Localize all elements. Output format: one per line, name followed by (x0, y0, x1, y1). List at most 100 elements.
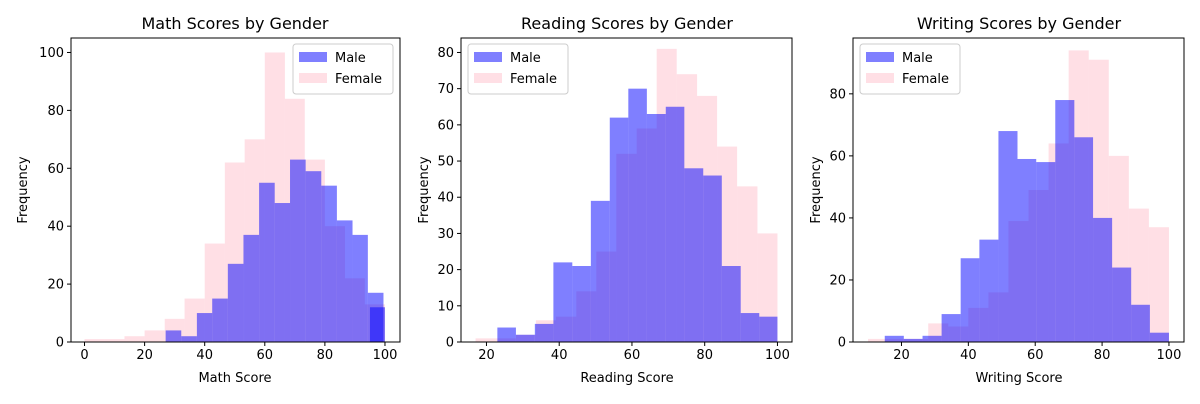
histogram-bar (646, 114, 666, 342)
histogram-bar (998, 131, 1018, 342)
legend-swatch (474, 52, 502, 62)
histogram-bar (352, 234, 368, 342)
histogram-bar (336, 220, 353, 342)
histogram-bar (759, 316, 778, 342)
y-axis-label: Frequency (417, 156, 432, 223)
x-tick-label: 100 (765, 348, 790, 363)
legend-swatch (866, 52, 894, 62)
histogram-bar (665, 106, 685, 342)
histogram-bar (104, 339, 125, 342)
histogram-bar (737, 186, 758, 342)
y-tick-label: 20 (437, 263, 454, 278)
x-tick-label: 100 (1157, 348, 1182, 363)
legend-swatch (474, 73, 502, 83)
y-tick-label: 20 (829, 273, 846, 288)
x-tick-label: 60 (624, 348, 641, 363)
legend-label: Female (902, 72, 949, 87)
histogram-bar (165, 330, 182, 342)
y-tick-label: 60 (829, 149, 846, 164)
histogram-bar (1017, 158, 1037, 342)
y-axis-label: Frequency (16, 156, 31, 223)
legend-label: Female (335, 72, 382, 87)
x-tick-label: 80 (696, 348, 713, 363)
histogram-bar (321, 185, 337, 342)
histogram-bar (572, 266, 591, 342)
y-tick-label: 40 (47, 220, 64, 235)
x-tick-label: 40 (551, 348, 568, 363)
y-tick-label: 0 (56, 336, 64, 351)
histogram-bar (922, 335, 942, 342)
histogram-bar (196, 313, 213, 342)
x-tick-label: 100 (373, 348, 398, 363)
histogram-bar (684, 168, 704, 342)
y-tick-label: 0 (446, 336, 454, 351)
histogram-bar (1112, 267, 1132, 342)
histogram-bar (868, 338, 889, 342)
histogram-bar (1074, 137, 1094, 342)
x-tick-label: 60 (1027, 348, 1044, 363)
legend-label: Male (335, 51, 366, 66)
histogram-bar (590, 200, 610, 342)
y-tick-label: 80 (47, 104, 64, 119)
histogram-bar (274, 203, 291, 342)
histogram-bar (703, 175, 722, 342)
histogram-bar (740, 313, 760, 342)
panel-writing: Writing Scores by Gender Writing Score F… (809, 14, 1185, 386)
legend: Male Female (467, 43, 569, 95)
legend: Male Female (292, 43, 394, 95)
x-tick-label: 20 (893, 348, 910, 363)
y-tick-label: 10 (437, 299, 454, 314)
x-tick-label: 80 (317, 348, 334, 363)
plot-frame (460, 37, 793, 343)
x-axis-label: Math Score (198, 371, 271, 386)
legend-label: Female (510, 72, 557, 87)
histogram-bar (1093, 217, 1113, 342)
y-tick-label: 0 (838, 336, 846, 351)
chart-title: Writing Scores by Gender (917, 14, 1122, 33)
histogram-bar (553, 262, 573, 342)
x-tick-label: 40 (960, 348, 977, 363)
histogram-bar (960, 258, 980, 342)
chart-title: Reading Scores by Gender (521, 14, 733, 33)
x-axis-label: Reading Score (580, 371, 673, 386)
histogram-bar (84, 339, 105, 342)
x-tick-label: 0 (80, 348, 88, 363)
x-tick-label: 80 (1094, 348, 1111, 363)
y-tick-label: 30 (437, 227, 454, 242)
y-tick-label: 20 (47, 278, 64, 293)
histogram-bar (721, 266, 741, 342)
histogram-bar (124, 336, 145, 342)
legend-label: Male (510, 51, 541, 66)
y-tick-label: 80 (437, 46, 454, 61)
histogram-bar (757, 233, 778, 342)
legend: Male Female (859, 43, 961, 95)
histogram-bar (1036, 162, 1056, 342)
series-male (165, 159, 385, 342)
plot-frame (70, 37, 401, 343)
histogram-bar (1148, 227, 1169, 342)
histogram-bar (243, 234, 260, 342)
histogram-bar (144, 330, 165, 342)
legend-swatch (299, 73, 327, 83)
histogram-bar (1055, 100, 1075, 342)
y-tick-label: 40 (437, 191, 454, 206)
y-tick-label: 100 (39, 46, 64, 61)
panel-reading: Reading Scores by Gender Reading Score F… (417, 14, 793, 386)
histogram-bar (475, 338, 496, 342)
histogram-bar (259, 182, 275, 342)
histogram-bar (628, 88, 647, 342)
series-male (884, 100, 1169, 342)
y-tick-label: 50 (437, 155, 454, 170)
panel-math: Math Scores by Gender Math Score Frequen… (16, 14, 401, 386)
histogram-bar (212, 298, 228, 342)
histogram-bar (609, 117, 629, 343)
histogram-bar (515, 334, 535, 342)
histogram-bar (227, 263, 244, 342)
x-tick-label: 60 (257, 348, 274, 363)
histogram-bar (903, 338, 923, 342)
x-axis-label: Writing Score (976, 371, 1063, 386)
histogram-bar (534, 323, 554, 342)
y-tick-label: 40 (829, 211, 846, 226)
